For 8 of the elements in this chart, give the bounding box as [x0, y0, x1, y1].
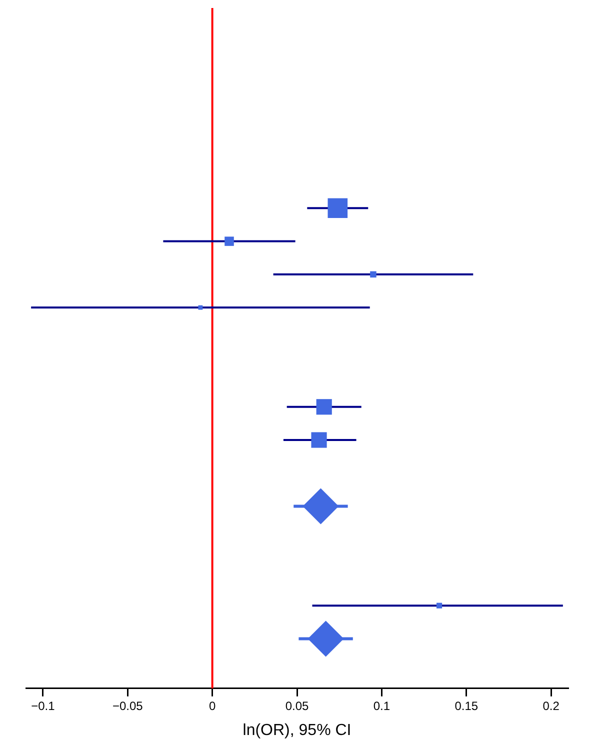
x-tick-label: 0.2: [542, 698, 560, 713]
x-tick-label: 0.1: [373, 698, 390, 713]
x-tick-label: 0.15: [454, 698, 478, 713]
x-axis-title: ln(OR), 95% CI: [242, 722, 352, 739]
x-tick-label: 0.05: [285, 698, 309, 713]
x-tick-label: −0.05: [112, 698, 144, 713]
x-tick-label: −0.1: [31, 698, 56, 713]
x-tick-label: 0: [208, 698, 216, 713]
